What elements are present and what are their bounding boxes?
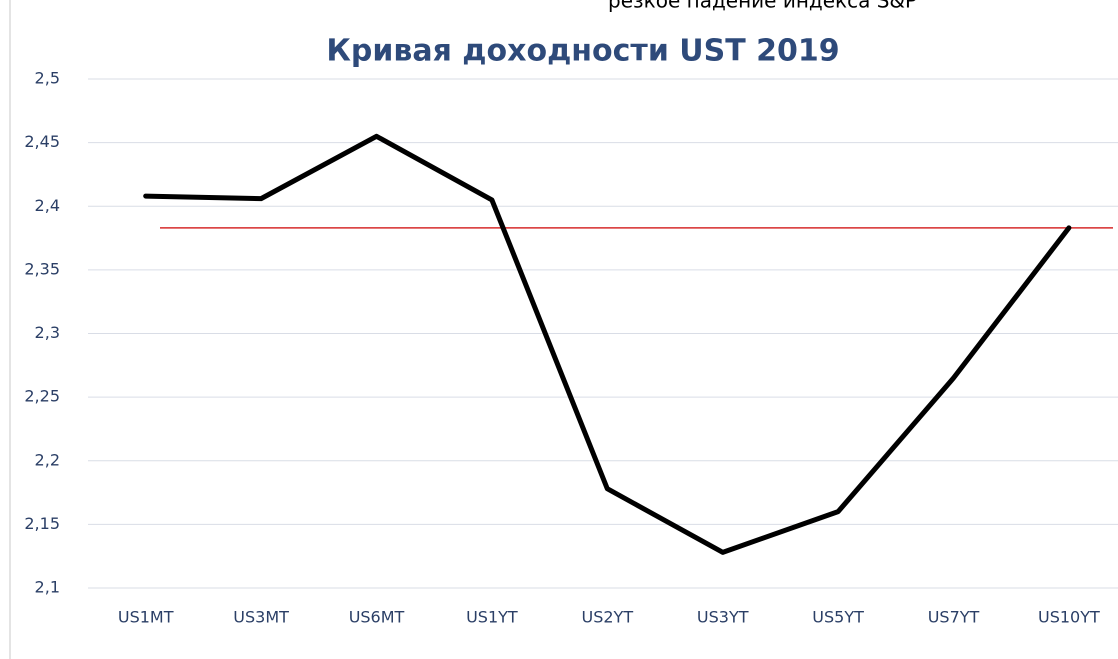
caption: резкое падение индекса S&P (608, 0, 917, 13)
x-tick-label: US5YT (812, 608, 864, 627)
x-tick-label: US1MT (118, 608, 174, 627)
x-tick-label: US3YT (697, 608, 749, 627)
y-tick-label: 2,45 (24, 132, 60, 151)
y-tick-label: 2,3 (35, 323, 60, 342)
y-tick-label: 2,4 (35, 196, 60, 215)
chart-title: Кривая доходности UST 2019 (326, 34, 839, 69)
x-tick-label: US1YT (466, 608, 518, 627)
data-line (143, 133, 1072, 555)
y-tick-label: 2,1 (35, 578, 60, 597)
y-tick-label: 2,35 (24, 259, 60, 278)
y-tick-label: 2,5 (35, 69, 60, 88)
x-tick-label: US3MT (233, 608, 289, 627)
x-tick-label: US2YT (582, 608, 634, 627)
y-tick-label: 2,25 (24, 387, 60, 406)
x-tick-label: US6MT (349, 608, 405, 627)
y-tick-label: 2,2 (35, 450, 60, 469)
y-tick-label: 2,15 (24, 514, 60, 533)
x-tick-label: US10YT (1038, 608, 1100, 627)
x-tick-label: US7YT (928, 608, 980, 627)
